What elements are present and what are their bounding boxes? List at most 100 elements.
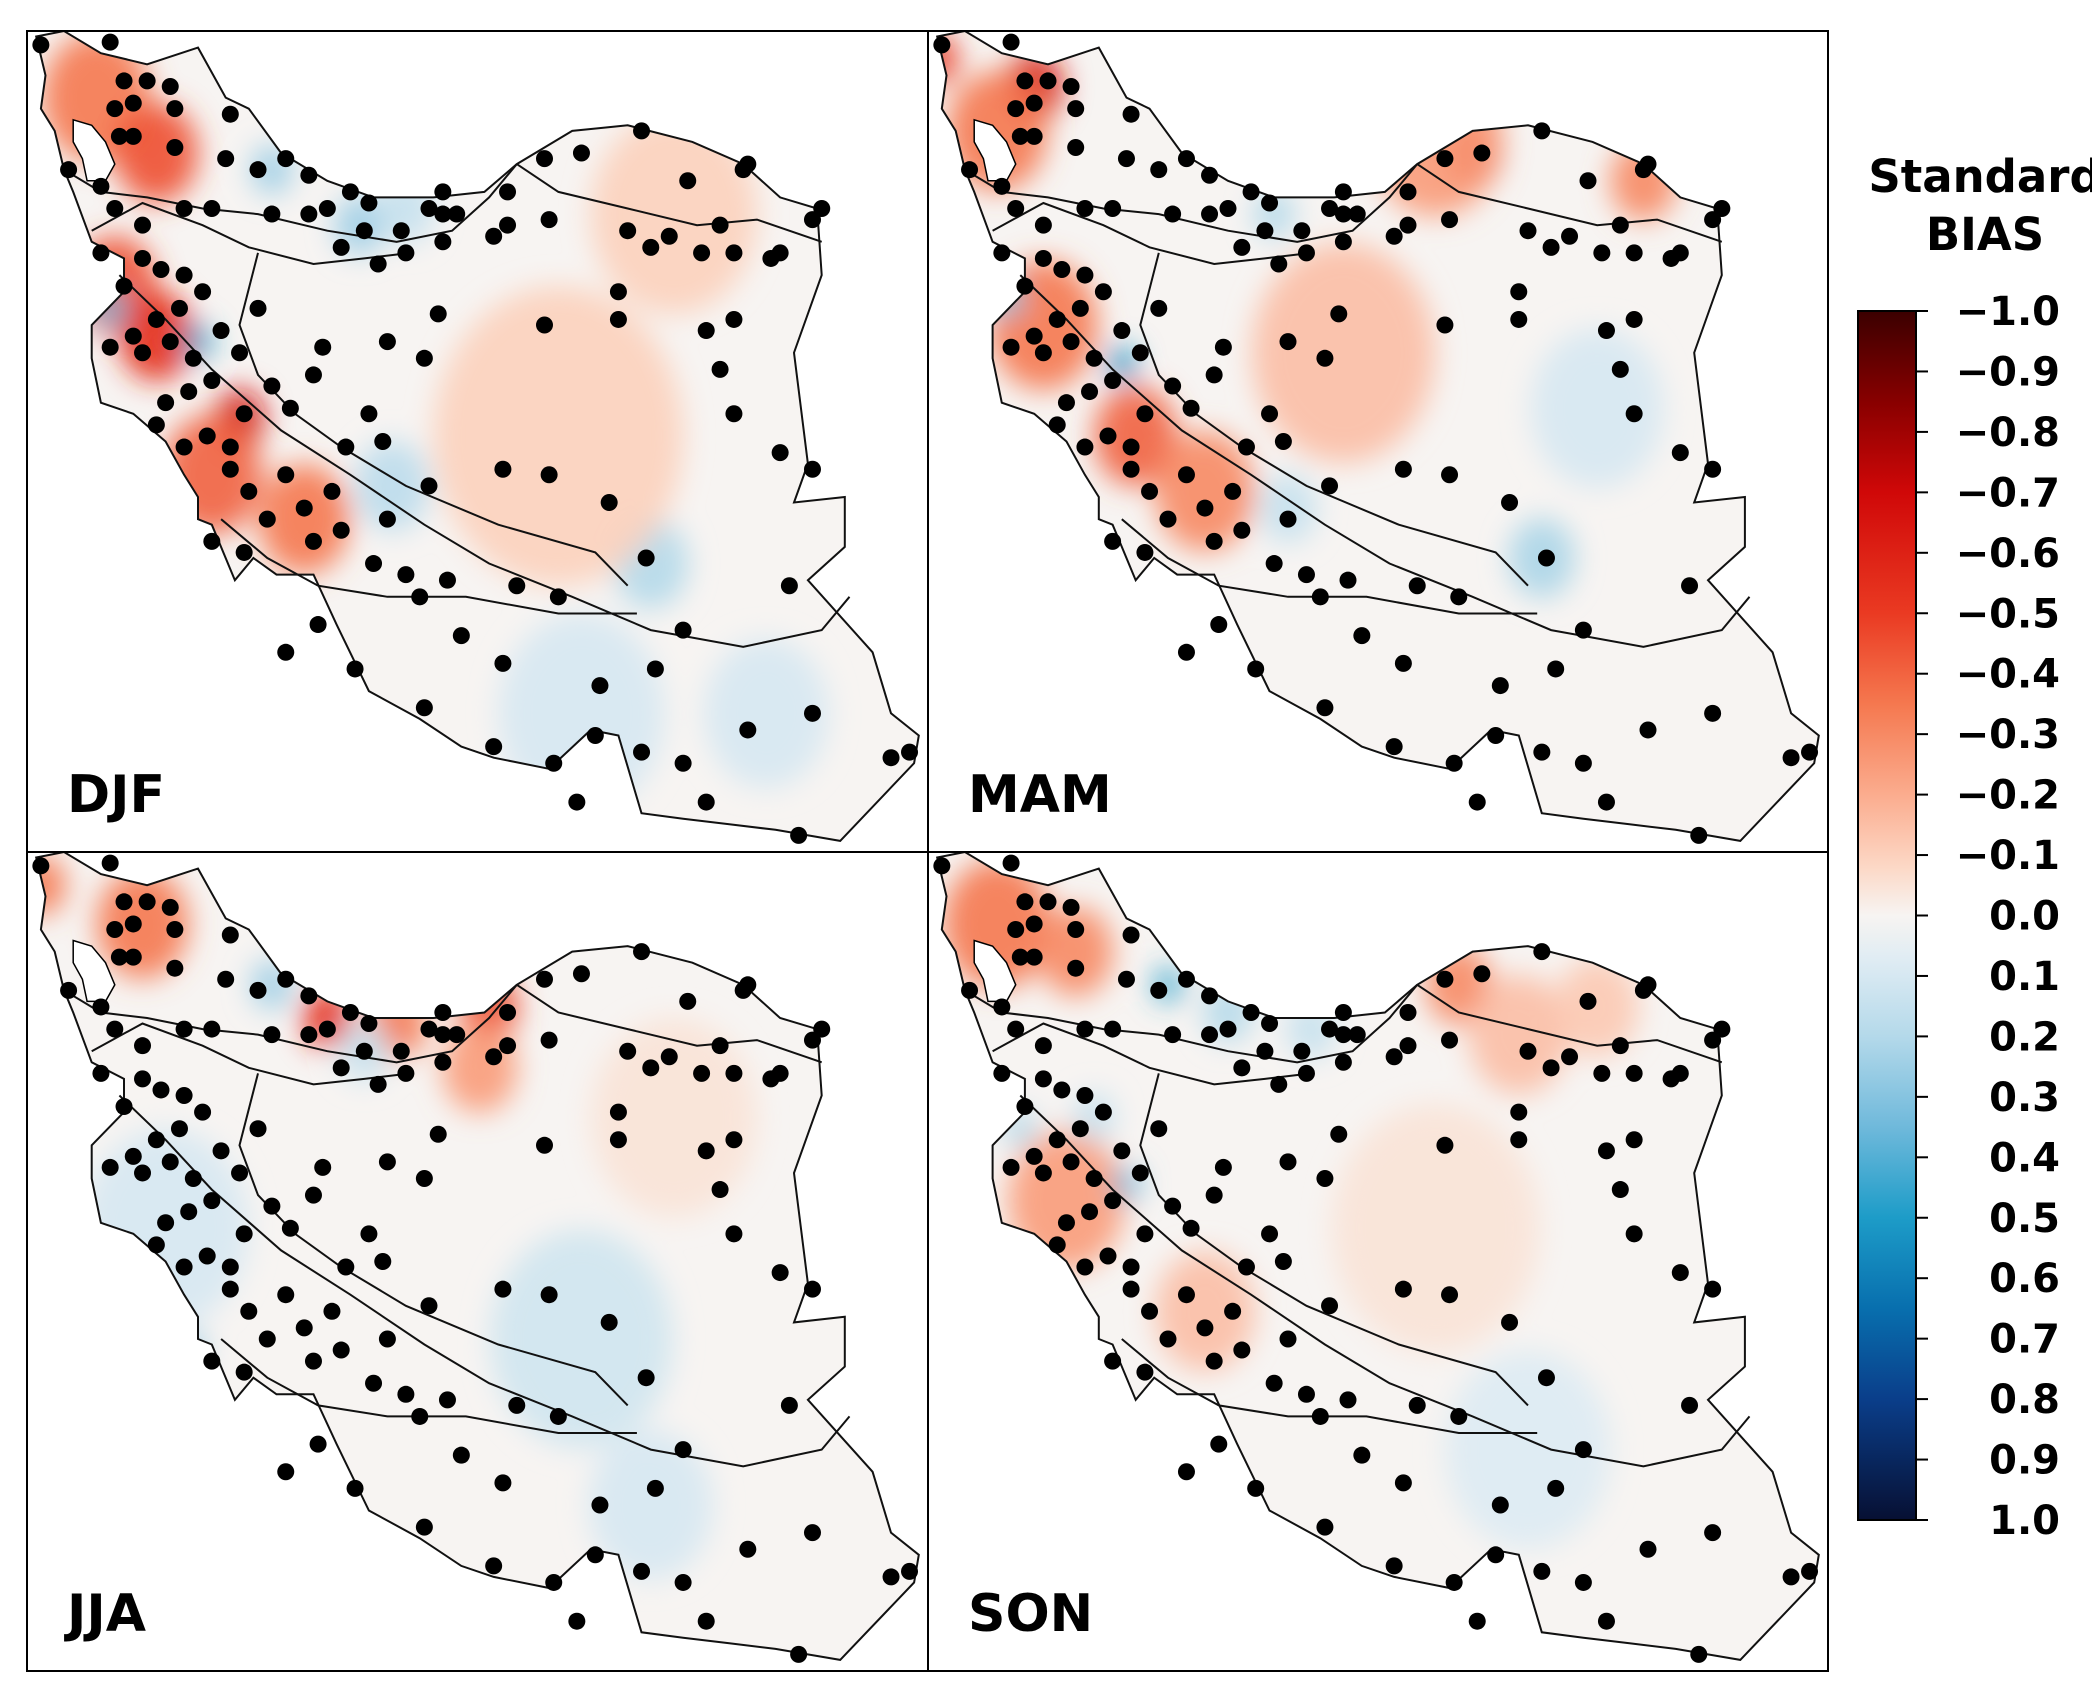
station-marker: [1547, 660, 1565, 678]
station-marker: [374, 433, 392, 450]
station-marker: [369, 1075, 387, 1093]
station-marker: [1316, 1518, 1334, 1536]
station-marker: [1039, 893, 1057, 911]
station-marker: [170, 299, 188, 317]
station-marker: [1510, 1103, 1528, 1121]
station-marker: [609, 1103, 627, 1121]
station-marker: [138, 893, 156, 911]
station-marker: [499, 183, 517, 201]
station-marker: [1002, 854, 1020, 872]
station-marker: [1034, 344, 1052, 362]
bias-anomaly: [590, 114, 758, 314]
station-marker: [332, 521, 350, 539]
station-marker: [1025, 94, 1043, 112]
station-marker: [1016, 1098, 1034, 1116]
station-marker: [240, 1302, 258, 1320]
station-marker: [646, 1479, 664, 1497]
station-marker: [1104, 1020, 1122, 1038]
climate-zone-boundary: [992, 1022, 1312, 1086]
station-marker: [1704, 211, 1722, 229]
colorbar-gradient: [1857, 310, 1917, 1521]
climate-zone-boundary: [964, 163, 1418, 243]
bias-anomaly: [442, 1022, 518, 1113]
station-marker: [1441, 1031, 1459, 1049]
station-marker: [300, 205, 318, 223]
station-marker: [1219, 1020, 1237, 1038]
station-marker: [124, 915, 142, 933]
station-marker: [134, 1070, 152, 1088]
station-marker: [572, 144, 590, 162]
climate-zone-boundary: [516, 163, 823, 243]
station-marker: [1625, 310, 1643, 328]
station-marker: [32, 857, 50, 875]
station-marker: [1057, 1214, 1075, 1232]
station-marker: [1625, 1131, 1643, 1149]
station-marker: [1007, 100, 1025, 118]
station-marker: [415, 349, 433, 367]
climate-zone-boundary: [1416, 163, 1723, 243]
station-marker: [568, 1612, 586, 1630]
station-marker: [545, 754, 563, 772]
station-marker: [115, 893, 133, 911]
station-marker: [184, 349, 202, 367]
station-marker: [1067, 100, 1085, 118]
station-marker: [1201, 987, 1219, 1005]
station-marker: [249, 981, 267, 999]
climate-zone-boundary: [964, 984, 1418, 1064]
station-marker: [411, 1407, 429, 1425]
station-marker: [1330, 1125, 1348, 1143]
station-marker: [434, 1053, 452, 1071]
station-marker: [697, 1142, 715, 1160]
station-marker: [1104, 532, 1122, 550]
station-marker: [434, 183, 452, 201]
station-marker: [1579, 992, 1597, 1010]
station-marker: [499, 1003, 517, 1021]
station-marker: [679, 172, 697, 190]
station-marker: [448, 205, 466, 223]
station-marker: [1177, 466, 1195, 484]
station-marker: [198, 1247, 216, 1265]
station-marker: [494, 1474, 512, 1492]
station-marker: [494, 654, 512, 672]
station-marker: [1224, 482, 1242, 500]
station-marker: [1634, 161, 1652, 179]
map-panel-djf: DJF: [26, 29, 929, 853]
station-marker: [771, 444, 789, 462]
station-marker: [711, 1037, 729, 1055]
station-marker: [263, 1197, 281, 1215]
station-marker: [1150, 161, 1168, 179]
station-marker: [1016, 893, 1034, 911]
station-marker: [803, 211, 821, 229]
station-marker: [221, 438, 239, 456]
station-marker: [1205, 366, 1223, 384]
station-marker: [378, 333, 396, 351]
station-marker: [1196, 1319, 1214, 1337]
station-marker: [697, 322, 715, 340]
station-marker: [194, 283, 212, 301]
station-marker: [314, 338, 332, 356]
station-marker: [1081, 383, 1099, 401]
station-marker: [1117, 150, 1135, 168]
station-marker: [1348, 1026, 1366, 1044]
station-marker: [309, 1435, 327, 1453]
station-marker: [198, 427, 216, 445]
station-marker: [157, 394, 175, 412]
station-marker: [1076, 1258, 1094, 1276]
station-marker: [318, 1020, 336, 1038]
station-marker: [147, 310, 165, 328]
station-marker: [420, 1297, 438, 1315]
stations: [933, 33, 1819, 844]
station-marker: [101, 1158, 119, 1176]
station-marker: [360, 194, 378, 212]
map-panel-son: SON: [927, 850, 1829, 1672]
station-marker: [674, 754, 692, 772]
station-marker: [693, 1064, 711, 1082]
station-marker: [1136, 1363, 1154, 1381]
station-marker: [115, 72, 133, 90]
station-marker: [217, 970, 235, 988]
station-marker: [674, 621, 692, 639]
station-marker: [346, 1479, 364, 1497]
station-marker: [586, 1546, 604, 1564]
map-panel-mam: MAM: [927, 29, 1829, 853]
